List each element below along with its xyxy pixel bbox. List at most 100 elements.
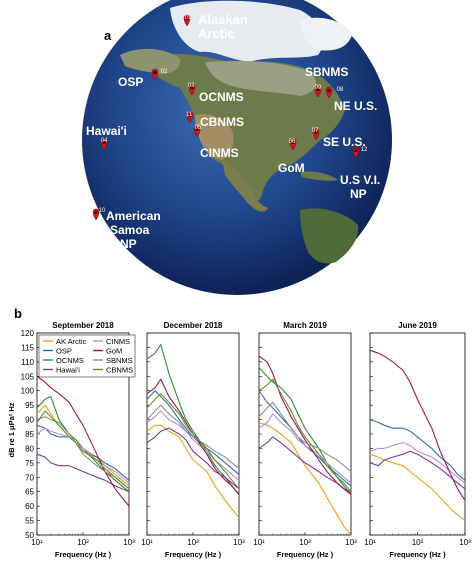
y-tick-label: 90 (25, 416, 34, 425)
site-pin-dot (195, 127, 199, 132)
globe-map (82, 0, 392, 295)
series-line-gom (146, 378, 240, 495)
y-tick-label: 115 (21, 343, 34, 352)
site-label: NP (350, 187, 367, 201)
alaska-land (120, 48, 181, 75)
series-line-sbnms (258, 401, 352, 472)
legend: AK Arctic CINMS OSP GoM OCNMS SBNMS Hawai'i CBN… (38, 334, 136, 378)
x-tick-label: 10² (412, 538, 424, 547)
legend-label: AK Arctic (56, 337, 87, 346)
series-line-gom (36, 375, 130, 507)
site-ocnms: 03 OCNMS (188, 83, 244, 104)
legend-label: CBNMS (106, 366, 133, 375)
series-line-gom (258, 355, 352, 496)
panel-title: March 2019 (283, 321, 327, 330)
site-number: 04 (101, 138, 108, 144)
site-number: 09 (315, 85, 322, 91)
panel-b-label: b (14, 306, 22, 321)
site-label: Arctic (198, 26, 235, 41)
y-tick-label: 60 (25, 502, 34, 511)
site-label: NP (120, 237, 137, 251)
legend-box (38, 334, 136, 378)
legend-label: SBNMS (106, 356, 133, 365)
series-line-osp (146, 390, 240, 475)
chart-panels: September 2018 50 55 60 65 70 75 80 85 90 95 100 105… (21, 321, 471, 559)
series-line-osp (369, 419, 466, 481)
site-label: OSP (118, 75, 143, 89)
chart-panel-4: June 2019 10¹ 10² 10³ Frequency (Hz ) (364, 321, 471, 559)
site-pin-icon (183, 14, 191, 27)
series-line-cinms (36, 427, 130, 484)
site-label: Samoa (110, 223, 150, 237)
x-tick-label: 10² (299, 538, 311, 547)
y-tick-label: 105 (21, 372, 35, 381)
site-pin-icon (193, 125, 201, 138)
site-pin-icon (289, 138, 297, 151)
site-pin-icon (151, 68, 159, 81)
x-axis-label: Frequency (Hz ) (165, 550, 222, 559)
canada-tundra (205, 61, 316, 96)
y-tick-label: 80 (25, 444, 34, 453)
site-gom: 06 GoM (278, 138, 305, 175)
site-pin-dot (153, 70, 157, 75)
site-cinms: 05 CINMS (193, 125, 239, 160)
site-pin-dot (314, 130, 318, 135)
site-pin-icon (100, 138, 108, 151)
y-tick-label: 110 (21, 358, 34, 367)
site-label: American (106, 209, 161, 223)
site-pin-dot (188, 113, 192, 118)
site-pin-icon (186, 111, 194, 124)
y-tick-label: 50 (25, 531, 34, 540)
panel-a-label: a (104, 28, 112, 43)
site-number: 11 (186, 112, 193, 118)
site-label: OCNMS (199, 90, 244, 104)
x-tick-label: 10¹ (141, 538, 153, 547)
site-number: 10 (99, 208, 106, 214)
x-axis-label: Frequency (Hz ) (55, 550, 112, 559)
y-tick-label: 75 (25, 459, 34, 468)
site-label: CINMS (200, 146, 239, 160)
x-axis-label: Frequency (Hz ) (277, 550, 334, 559)
x-tick-label: 10² (187, 538, 199, 547)
site-neus: 08 NE U.S. (325, 86, 377, 113)
site-number: 02 (161, 69, 168, 75)
arctic-land (170, 0, 324, 62)
y-tick-label: 95 (25, 401, 34, 410)
panel-title: June 2019 (398, 321, 437, 330)
cuba-land (300, 171, 338, 181)
site-pin-dot (185, 16, 189, 21)
site-pin-icon (312, 128, 320, 141)
x-tick-label: 10³ (123, 538, 135, 547)
chart-panel-3: March 2019 10¹ 10² 10³ Frequency (Hz ) (253, 321, 357, 559)
west-us-desert (195, 114, 234, 160)
x-axis-label: Frequency (Hz ) (389, 550, 446, 559)
south-america-land (300, 208, 359, 264)
chart-panel-2: December 2018 10¹ 10² 10³ Frequency (Hz ) (141, 321, 245, 559)
site-label: Hawai'i (86, 124, 127, 138)
site-pin-dot (291, 140, 295, 145)
series-line-cinms (258, 413, 352, 484)
site-label: U.S V.I. (340, 173, 380, 187)
series-line-hawai-i (369, 450, 466, 490)
site-number: 07 (312, 128, 319, 134)
x-tick-label: 10¹ (31, 538, 43, 547)
chart-panel-1: September 2018 50 55 60 65 70 75 80 85 90 95 100 105… (21, 321, 136, 559)
panel-title: December 2018 (164, 321, 223, 330)
plot-frame (369, 332, 466, 536)
site-pin-dot (354, 148, 358, 153)
x-tick-label: 10³ (459, 538, 471, 547)
series-line-cinms (146, 410, 240, 481)
x-tick-label: 10¹ (364, 538, 376, 547)
site-sbnms: 09 SBNMS (305, 65, 348, 98)
site-number: 06 (289, 139, 296, 145)
series-line-hawai-i (36, 453, 130, 493)
series-line-cbnms (36, 410, 130, 490)
greenland-land (300, 17, 352, 51)
site-number: 08 (337, 87, 344, 93)
site-pin-icon (325, 86, 333, 99)
